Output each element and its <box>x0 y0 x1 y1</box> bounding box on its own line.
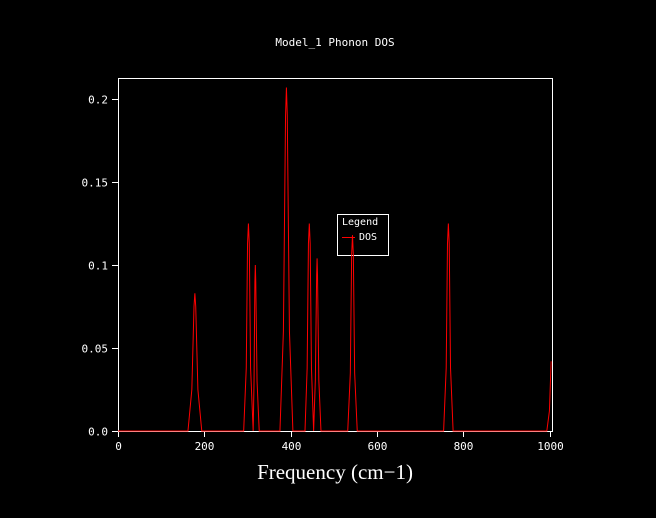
legend-entry-dos: DOS <box>342 232 388 243</box>
x-tick-label: 400 <box>282 440 302 453</box>
y-tick-label: 0.15 <box>82 177 109 190</box>
legend-line-sample-icon <box>342 237 355 238</box>
y-tick-label: 0.2 <box>88 94 108 107</box>
y-tick-label: 0.05 <box>82 343 109 356</box>
series-line-dos <box>118 87 552 432</box>
legend-entry-label: DOS <box>359 232 378 243</box>
legend-title: Legend <box>342 217 379 228</box>
chart-title: Model_1 Phonon DOS <box>275 36 395 49</box>
legend-box: Legend DOS <box>337 214 389 256</box>
x-tick-label: 0 <box>115 440 122 453</box>
x-tick-label: 800 <box>454 440 474 453</box>
x-tick-label: 600 <box>368 440 388 453</box>
x-axis-label: Frequency (cm−1) <box>257 460 413 484</box>
y-tick-label: 0.1 <box>88 260 108 273</box>
y-tick-label: 0.0 <box>88 426 108 439</box>
x-tick-label: 1000 <box>537 440 564 453</box>
plot-frame <box>118 78 553 432</box>
x-tick-label: 200 <box>195 440 215 453</box>
